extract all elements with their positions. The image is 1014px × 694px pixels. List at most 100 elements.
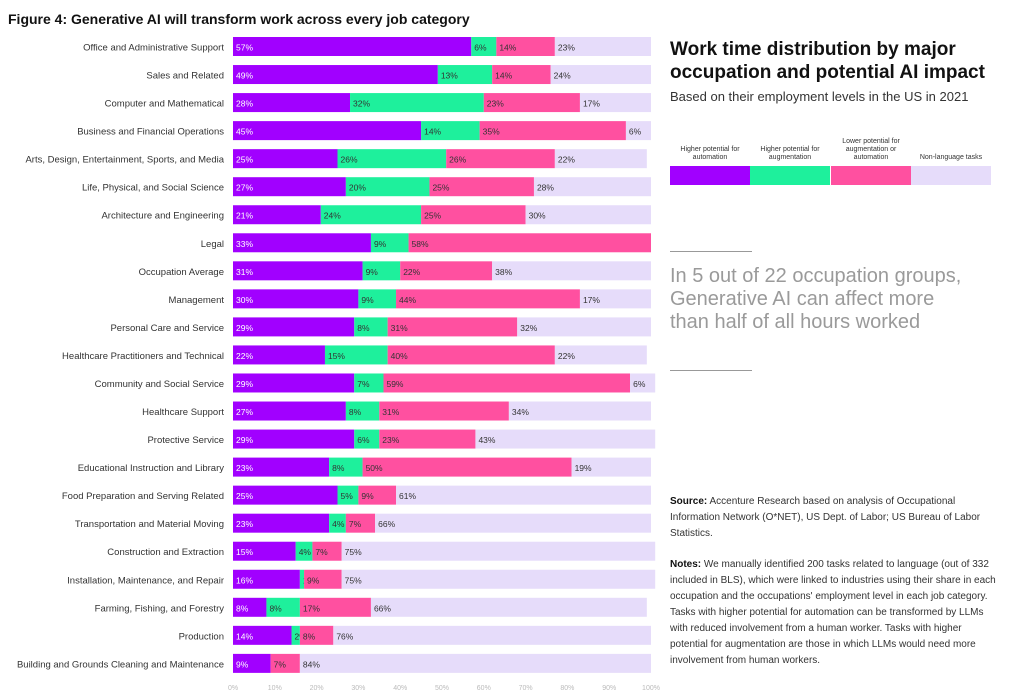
bar-segment-arts-design-entertainment-sports-and-media-s0 [233,149,338,169]
data-label: 66% [374,603,391,613]
data-label: 22% [403,267,420,277]
side-panel-title: Work time distribution by major occupati… [670,39,985,83]
category-label: Computer and Mathematical [105,99,224,110]
bar-segment-architecture-and-engineering-s1 [320,205,422,225]
bar-segment-management-s2 [396,289,580,309]
data-label: 15% [328,351,345,361]
data-label: 7% [349,519,362,529]
bar-segment-legal-s2 [408,233,651,253]
category-label: Healthcare Support [142,407,224,418]
bar-segment-life-physical-and-social-science-s2 [429,177,534,197]
legend-label: Lower potential for augmentation or auto… [842,138,900,161]
category-label: Farming, Fishing, and Forestry [95,603,225,614]
category-label: Food Preparation and Serving Related [62,491,224,502]
data-label: 9% [366,267,379,277]
category-label: Arts, Design, Entertainment, Sports, and… [25,155,224,166]
bar-segment-healthcare-practitioners-and-technical-s3 [554,345,647,365]
category-label: Building and Grounds Cleaning and Mainte… [17,659,224,670]
bar-segment-community-and-social-service-s2 [383,373,631,393]
category-label: Life, Physical, and Social Science [82,183,224,194]
bar-segment-office-and-administrative-support-s2 [496,37,555,56]
data-label: 27% [236,183,253,193]
bar-segment-arts-design-entertainment-sports-and-media-s3 [554,149,647,169]
data-label: 43% [478,435,495,445]
legend-label: Non-language tasks [919,154,983,161]
bar-segment-transportation-and-material-moving-s3 [375,513,651,533]
bar-segment-legal-s0 [233,233,371,253]
category-label: Sales and Related [146,71,224,82]
legend-item-non-language: Non-language tasks [911,138,991,186]
bar-segment-building-and-grounds-cleaning-and-maintenance-s2 [270,653,300,673]
data-label: 57% [236,43,253,53]
data-label: 17% [583,295,600,305]
category-label: Educational Instruction and Library [78,463,225,474]
bar-segment-arts-design-entertainment-sports-and-media-s1 [337,149,447,169]
side-panel-subtitle: Based on their employment levels in the … [670,89,969,104]
bar-segment-business-and-financial-operations-s1 [421,121,480,141]
bar-segment-computer-and-mathematical-s3 [579,93,651,113]
data-label: 29% [236,435,253,445]
bar-segment-production-s2 [299,625,334,645]
legend-swatch-augmentation [750,166,830,185]
data-label: 22% [558,155,575,165]
data-label: 17% [303,603,320,613]
bar-segment-installation-maintenance-and-repair-s3 [341,569,656,589]
data-label: 28% [236,99,253,109]
bar-segment-business-and-financial-operations-s0 [233,121,422,141]
data-label: 27% [236,407,253,417]
x-tick-label: 40% [393,685,407,692]
data-label: 23% [487,99,504,109]
data-label: 32% [353,99,370,109]
category-label: Healthcare Practitioners and Technical [62,351,224,362]
bar-segment-healthcare-support-s3 [508,401,651,421]
bar-segment-business-and-financial-operations-s3 [625,121,651,141]
data-label: 9% [361,491,374,501]
bar-segment-personal-care-and-service-s3 [517,317,651,337]
bar-segment-arts-design-entertainment-sports-and-media-s2 [446,149,555,169]
data-label: 25% [424,211,441,221]
data-label: 14% [499,43,516,53]
bar-segment-healthcare-practitioners-and-technical-s1 [324,345,388,365]
legend-item-automation: Higher potential for automation [670,138,750,186]
bar-segment-educational-instruction-and-library-s0 [233,457,330,477]
legend-item-augmentation: Higher potential for augmentation [750,138,830,186]
bar-segment-food-preparation-and-serving-related-s0 [233,485,338,505]
bar-segment-life-physical-and-social-science-s0 [233,177,346,197]
x-tick-label: 10% [268,685,282,692]
data-label: 44% [399,295,416,305]
data-label: 8% [236,603,249,613]
data-label: 19% [575,463,592,473]
data-label: 9% [307,575,320,585]
data-label: 14% [236,631,253,641]
bar-segment-personal-care-and-service-s2 [387,317,518,337]
bar-segment-computer-and-mathematical-s2 [483,93,580,113]
data-label: 8% [357,323,370,333]
data-label: 6% [629,127,642,137]
bar-segment-healthcare-support-s0 [233,401,346,421]
data-label: 6% [357,435,370,445]
legend-swatch-automation [670,166,750,185]
x-tick-label: 80% [560,685,574,692]
bar-segment-occupation-average-s0 [233,261,363,281]
x-tick-label: 30% [351,685,365,692]
x-tick-label: 50% [435,685,449,692]
data-label: 8% [269,603,282,613]
data-label: 6% [633,379,646,389]
bar-segment-office-and-administrative-support-s0 [233,37,472,56]
bar-segment-community-and-social-service-s1 [354,373,384,393]
bar-segment-farming-fishing-and-forestry-s2 [299,597,371,617]
data-label: 9% [236,659,249,669]
bar-segment-sales-and-related-s0 [233,65,438,85]
data-label: 25% [432,183,449,193]
data-label: 24% [324,211,341,221]
category-label: Architecture and Engineering [101,211,224,222]
bar-segment-installation-maintenance-and-repair-s2 [304,569,342,589]
data-label: 31% [391,323,408,333]
category-label: Transportation and Material Moving [75,519,224,530]
bar-segment-protective-service-s3 [475,429,656,449]
data-label: 38% [495,267,512,277]
data-label: 26% [449,155,466,165]
bar-segment-legal-s1 [370,233,409,253]
source-label: Source: [670,496,708,507]
data-label: 50% [366,463,383,473]
